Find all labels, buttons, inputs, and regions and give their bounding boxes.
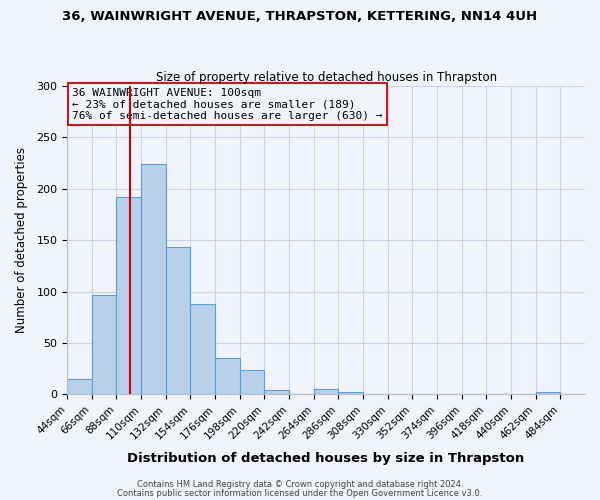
Title: Size of property relative to detached houses in Thrapston: Size of property relative to detached ho… [155, 70, 497, 84]
Bar [338, 392, 363, 394]
Text: Contains HM Land Registry data © Crown copyright and database right 2024.: Contains HM Land Registry data © Crown c… [137, 480, 463, 489]
Text: 36 WAINWRIGHT AVENUE: 100sqm
← 23% of detached houses are smaller (189)
76% of s: 36 WAINWRIGHT AVENUE: 100sqm ← 23% of de… [73, 88, 383, 121]
Bar [190, 304, 215, 394]
Text: Contains public sector information licensed under the Open Government Licence v3: Contains public sector information licen… [118, 488, 482, 498]
Bar [536, 392, 560, 394]
Bar [116, 197, 141, 394]
Bar [265, 390, 289, 394]
Y-axis label: Number of detached properties: Number of detached properties [15, 147, 28, 333]
Bar [240, 370, 265, 394]
X-axis label: Distribution of detached houses by size in Thrapston: Distribution of detached houses by size … [127, 452, 525, 465]
Bar [314, 389, 338, 394]
Bar [67, 379, 92, 394]
Bar [166, 248, 190, 394]
Bar [215, 358, 240, 394]
Text: 36, WAINWRIGHT AVENUE, THRAPSTON, KETTERING, NN14 4UH: 36, WAINWRIGHT AVENUE, THRAPSTON, KETTER… [62, 10, 538, 23]
Bar [92, 294, 116, 394]
Bar [141, 164, 166, 394]
